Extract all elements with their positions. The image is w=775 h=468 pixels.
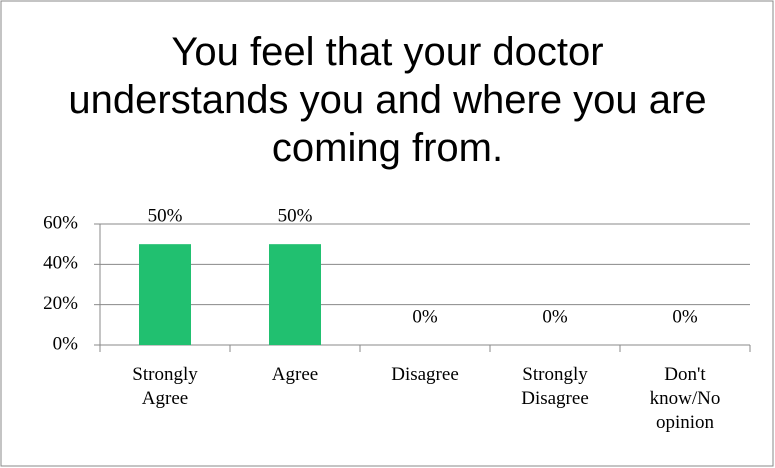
x-tick-label: Strongly Disagree: [521, 364, 589, 409]
y-tick-label: 0%: [53, 333, 79, 354]
bar: [269, 244, 321, 345]
x-tick-label: Strongly Agree: [132, 364, 198, 409]
bar: [139, 244, 191, 345]
x-tick-label: Don't know/No opinion: [649, 364, 721, 433]
y-tick-label: 20%: [43, 293, 78, 314]
value-label: 0%: [542, 306, 568, 327]
value-label: 0%: [412, 306, 438, 327]
x-tick-label: Disagree: [391, 364, 459, 385]
value-label: 50%: [148, 206, 183, 227]
y-tick-label: 40%: [43, 253, 78, 274]
x-tick-label: Agree: [271, 364, 319, 385]
y-tick-label: 60%: [43, 212, 78, 233]
value-label: 50%: [278, 206, 313, 227]
value-label: 0%: [672, 306, 698, 327]
chart-title: You feel that your doctor understands yo…: [68, 30, 707, 170]
